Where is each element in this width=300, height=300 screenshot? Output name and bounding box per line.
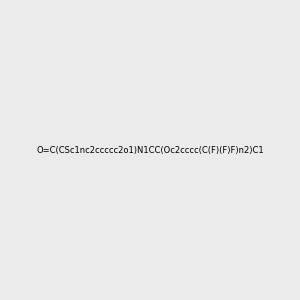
Text: O=C(CSc1nc2ccccc2o1)N1CC(Oc2cccc(C(F)(F)F)n2)C1: O=C(CSc1nc2ccccc2o1)N1CC(Oc2cccc(C(F)(F)… bbox=[36, 146, 264, 154]
